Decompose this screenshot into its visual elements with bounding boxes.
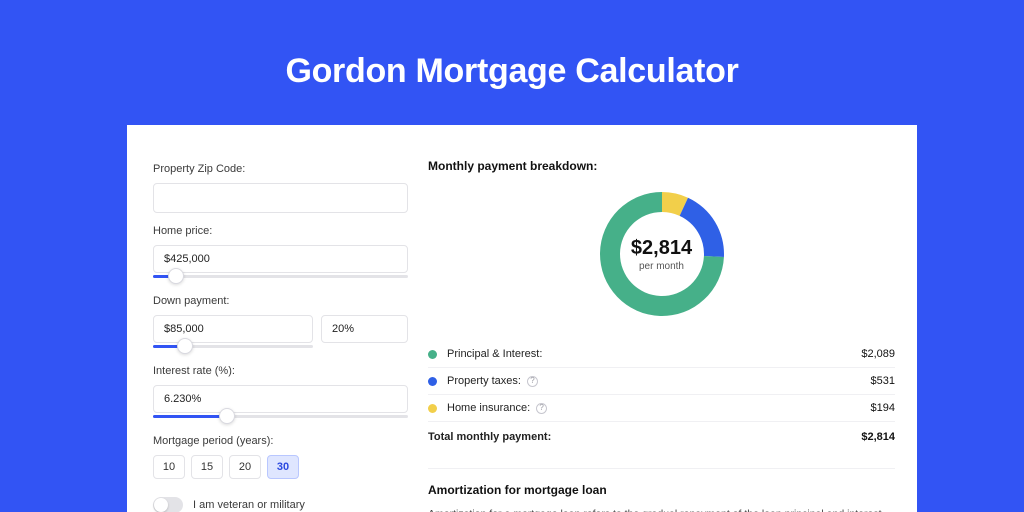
page-root: Gordon Mortgage Calculator Property Zip …	[0, 0, 1024, 512]
legend-total-label: Total monthly payment:	[428, 431, 551, 443]
home-price-label: Home price:	[153, 225, 408, 237]
breakdown-panel: Monthly payment breakdown: $2,814 per mo…	[428, 153, 895, 512]
calculator-card: Property Zip Code: Home price: Down paym…	[127, 125, 917, 512]
interest-label: Interest rate (%):	[153, 365, 408, 377]
info-icon[interactable]: ?	[527, 376, 538, 387]
home-price-slider[interactable]	[153, 271, 408, 283]
legend-value: $2,089	[861, 348, 895, 360]
legend-value: $194	[871, 402, 895, 414]
interest-slider[interactable]	[153, 411, 408, 423]
period-label: Mortgage period (years):	[153, 435, 408, 447]
veteran-toggle[interactable]	[153, 497, 183, 512]
amortization-section: Amortization for mortgage loan Amortizat…	[428, 468, 895, 512]
slider-fill	[153, 415, 227, 418]
interest-input[interactable]	[153, 385, 408, 413]
legend-dot	[428, 404, 437, 413]
zip-input[interactable]	[153, 183, 408, 213]
zip-label: Property Zip Code:	[153, 163, 408, 175]
period-option-20[interactable]: 20	[229, 455, 261, 479]
period-option-30[interactable]: 30	[267, 455, 299, 479]
legend-dot	[428, 377, 437, 386]
donut-sub: per month	[631, 261, 692, 272]
down-payment-percent-input[interactable]	[321, 315, 408, 343]
home-price-input[interactable]	[153, 245, 408, 273]
slider-thumb[interactable]	[219, 408, 235, 424]
amortization-body: Amortization for a mortgage loan refers …	[428, 507, 895, 512]
legend-label: Property taxes:?	[447, 375, 538, 387]
legend-label: Home insurance:?	[447, 402, 547, 414]
legend-value: $531	[871, 375, 895, 387]
slider-track	[153, 275, 408, 278]
donut-center: $2,814 per month	[631, 237, 692, 272]
page-title: Gordon Mortgage Calculator	[0, 0, 1024, 91]
legend-row: Principal & Interest: $2,089	[428, 341, 895, 368]
legend: Principal & Interest: $2,089 Property taxe…	[428, 341, 895, 450]
toggle-knob	[154, 498, 168, 512]
veteran-label: I am veteran or military	[193, 499, 305, 511]
legend-row: Property taxes:? $531	[428, 368, 895, 395]
legend-row: Home insurance:? $194	[428, 395, 895, 422]
breakdown-title: Monthly payment breakdown:	[428, 159, 895, 173]
legend-label: Principal & Interest:	[447, 348, 542, 360]
legend-total-row: Total monthly payment: $2,814	[428, 422, 895, 450]
period-option-15[interactable]: 15	[191, 455, 223, 479]
inputs-panel: Property Zip Code: Home price: Down paym…	[153, 153, 408, 512]
down-payment-label: Down payment:	[153, 295, 408, 307]
period-options: 10152030	[153, 455, 408, 479]
legend-total-value: $2,814	[861, 431, 895, 443]
donut-chart: $2,814 per month	[428, 179, 895, 329]
down-payment-amount-input[interactable]	[153, 315, 313, 343]
donut-amount: $2,814	[631, 237, 692, 260]
slider-thumb[interactable]	[168, 268, 184, 284]
slider-thumb[interactable]	[177, 338, 193, 354]
down-payment-slider[interactable]	[153, 341, 313, 353]
legend-dot	[428, 350, 437, 359]
amortization-title: Amortization for mortgage loan	[428, 483, 895, 497]
info-icon[interactable]: ?	[536, 403, 547, 414]
period-option-10[interactable]: 10	[153, 455, 185, 479]
